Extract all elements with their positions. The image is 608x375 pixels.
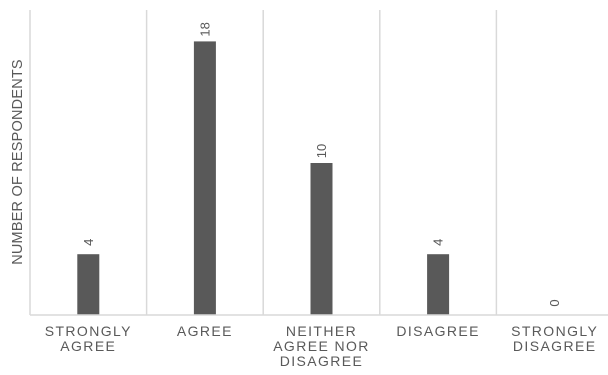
category-label: STRONGLY DISAGREE (511, 323, 599, 354)
bar (193, 41, 216, 316)
bars (77, 41, 450, 316)
category-label: NEITHER AGREE NOR DISAGREE (273, 323, 370, 369)
grid-lines (29, 10, 498, 315)
data-labels: 4 18 10 4 0 (81, 22, 562, 306)
data-label: 18 (197, 22, 212, 36)
data-label: 4 (81, 239, 96, 246)
category-label: STRONGLY AGREE (44, 323, 132, 354)
category-label: AGREE (176, 323, 233, 339)
category-label: DISAGREE (396, 323, 480, 339)
y-axis-label: NUMBER OF RESPONDENTS (10, 59, 26, 265)
data-label: 10 (314, 144, 329, 158)
bar (310, 163, 333, 315)
bar (77, 254, 100, 315)
data-label: 4 (431, 239, 446, 246)
bar (427, 254, 450, 315)
data-label: 0 (547, 299, 562, 306)
